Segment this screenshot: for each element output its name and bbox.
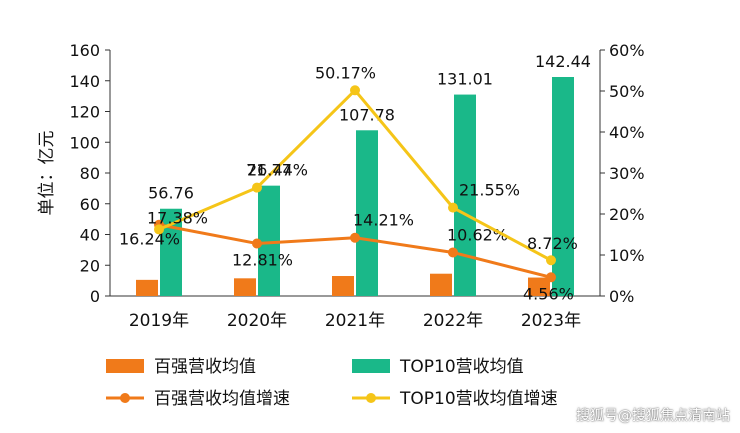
y2-tick-label: 10% xyxy=(609,246,645,265)
legend-label: TOP10营收均值 xyxy=(399,357,524,377)
bar-top100 xyxy=(234,278,256,296)
bar-top10 xyxy=(356,130,378,296)
line-point xyxy=(448,247,458,258)
line-point xyxy=(546,272,556,283)
y2-tick-label: 30% xyxy=(609,164,645,183)
bar-data-label: 56.76 xyxy=(148,184,194,203)
line-point xyxy=(546,255,556,266)
bar-top10 xyxy=(552,76,574,296)
bar-data-label: 131.01 xyxy=(437,70,493,89)
y2-tick-label: 60% xyxy=(609,41,645,60)
line-data-label: 26.44% xyxy=(247,161,308,180)
line-data-label: 17.38% xyxy=(147,208,208,227)
line-point xyxy=(350,85,360,96)
y2-tick-label: 20% xyxy=(609,205,645,224)
line-data-label: 8.72% xyxy=(527,234,578,253)
legend-swatch xyxy=(120,393,130,403)
x-tick-label: 2020年 xyxy=(227,311,287,331)
bar-top100 xyxy=(332,276,354,296)
legend-label: TOP10营收均值增速 xyxy=(399,389,558,409)
line-data-label: 12.81% xyxy=(232,250,293,269)
y-tick-label: 80 xyxy=(80,164,100,183)
x-tick-label: 2019年 xyxy=(129,311,189,331)
line-data-label: 10.62% xyxy=(447,225,508,244)
line-data-label: 21.55% xyxy=(459,181,520,200)
line-data-label: 16.24% xyxy=(119,230,180,249)
legend-label: 百强营收均值增速 xyxy=(154,389,290,409)
y2-tick-label: 0% xyxy=(609,287,634,306)
y-tick-label: 100 xyxy=(69,133,100,152)
y-tick-label: 120 xyxy=(69,103,100,122)
line-data-label: 4.56% xyxy=(523,284,574,303)
line-point xyxy=(252,182,262,193)
bar-top10 xyxy=(160,208,182,296)
watermark: 搜狐号@搜狐焦点清南站 xyxy=(576,408,730,424)
bar-data-label: 142.44 xyxy=(535,52,591,71)
legend-swatch xyxy=(352,359,390,373)
bar-top10 xyxy=(454,94,476,296)
line-data-label: 50.17% xyxy=(315,63,376,82)
legend-label: 百强营收均值 xyxy=(154,357,256,377)
line-data-label: 14.21% xyxy=(353,211,414,230)
y2-tick-label: 50% xyxy=(609,82,645,101)
line-point xyxy=(448,202,458,213)
bar-data-label: 107.78 xyxy=(339,105,395,124)
x-tick-label: 2022年 xyxy=(423,311,483,331)
bar-top100 xyxy=(136,279,158,296)
legend-swatch xyxy=(106,359,144,373)
bar-top100 xyxy=(430,273,452,296)
y-tick-label: 40 xyxy=(80,226,100,245)
bar-top10 xyxy=(258,185,280,296)
x-tick-label: 2023年 xyxy=(521,311,581,331)
bar-top100 xyxy=(528,277,550,296)
y-tick-label: 160 xyxy=(69,41,100,60)
y-tick-label: 60 xyxy=(80,195,100,214)
y-tick-label: 20 xyxy=(80,256,100,275)
line-point xyxy=(350,232,360,243)
y2-tick-label: 40% xyxy=(609,123,645,142)
line-point xyxy=(154,224,164,235)
legend-swatch xyxy=(366,393,376,403)
x-tick-label: 2021年 xyxy=(325,311,385,331)
y-tick-label: 140 xyxy=(69,72,100,91)
line-point xyxy=(252,238,262,249)
y-tick-label: 0 xyxy=(90,287,100,306)
y-axis-title: 单位：亿元 xyxy=(37,131,57,216)
